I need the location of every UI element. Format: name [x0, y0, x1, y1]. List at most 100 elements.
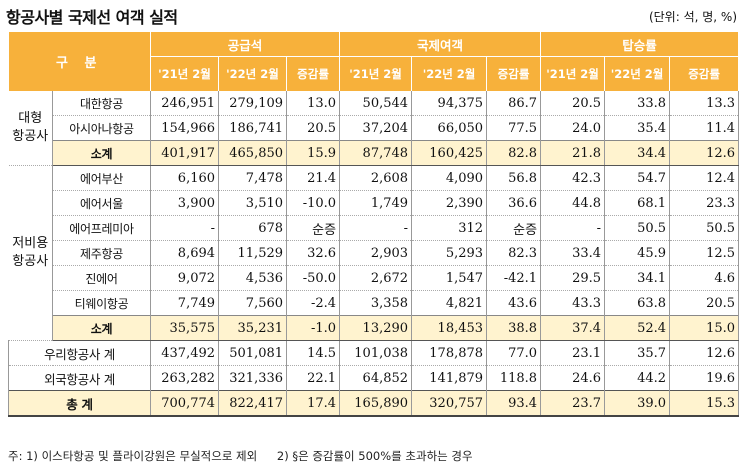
- cell-value: 20.5: [540, 91, 606, 116]
- total-row: 총 계 700,774 822,417 17.4 165,890 320,757 93.4 2…: [7, 390, 740, 417]
- row-label: 대한항공: [51, 91, 152, 116]
- cell-value: 3,358: [339, 290, 413, 316]
- cell-value: 77.0: [486, 340, 542, 366]
- header-gubun: 구 분: [8, 32, 152, 91]
- cell-value: 20.5: [286, 115, 341, 141]
- cell-value: 42.3: [540, 165, 606, 191]
- cell-value: 465,850: [218, 140, 288, 166]
- row-label: 소계: [51, 315, 152, 341]
- row-label: 에어부산: [51, 165, 152, 191]
- cell-value: 154,966: [150, 115, 220, 141]
- header-passengers: 국제여객: [339, 32, 542, 57]
- cell-value: 33.4: [540, 240, 606, 266]
- cell-value: 320,757: [411, 390, 488, 417]
- cell-value: 22.1: [286, 365, 341, 391]
- cell-value: -2.4: [286, 290, 341, 316]
- cell-value: 11.4: [669, 115, 740, 141]
- cell-value: 37.4: [540, 315, 606, 341]
- cell-value: 101,038: [339, 340, 413, 366]
- row-label: 티웨이항공: [51, 290, 152, 316]
- cell-value: 43.6: [486, 290, 542, 316]
- subtotal-row: 소계 401,917 465,850 15.9 87,748 160,425 82.8 21.…: [9, 140, 740, 166]
- cell-value: 2,672: [339, 265, 413, 291]
- cell-value: -50.0: [286, 265, 341, 291]
- cell-value: 54.7: [604, 165, 671, 191]
- header-sub: '21년 2월: [150, 56, 220, 91]
- table-row: 저비용 항공사 에어부산 6,160 7,478 21.4 2,608 4,090 56.8 42…: [8, 165, 740, 341]
- cell-value: 8,694: [150, 240, 220, 266]
- passenger-table: 구 분 공급석 국제여객 탑승률 '21년 2월 '22년 2월 증감률 '21…: [7, 32, 740, 417]
- cell-value: -10.0: [286, 190, 341, 216]
- row-label: 에어프레미아: [51, 215, 152, 241]
- group-label: 대형 항공사: [8, 91, 53, 166]
- group-label: 저비용 항공사: [8, 165, 53, 341]
- cell-value: 5,293: [411, 240, 488, 266]
- header-seats: 공급석: [150, 32, 341, 57]
- cell-value: 86.7: [486, 91, 542, 116]
- cell-value: 678: [218, 215, 288, 241]
- header-sub: '22년 2월: [604, 56, 671, 91]
- header-sub: 증감률: [486, 56, 542, 91]
- cell-value: 15.9: [286, 140, 341, 166]
- cell-value: 39.0: [604, 390, 671, 417]
- cell-value: -: [540, 215, 606, 241]
- cell-value: 37,204: [339, 115, 413, 141]
- cell-value: 21.4: [286, 165, 341, 191]
- cell-value: 순증: [286, 215, 341, 241]
- header-sub: '22년 2월: [218, 56, 288, 91]
- cell-value: -: [339, 215, 413, 241]
- cell-value: 321,336: [218, 365, 288, 391]
- row-label: 제주항공: [51, 240, 152, 266]
- cell-value: 4.6: [669, 265, 740, 291]
- cell-value: 50,544: [339, 91, 413, 116]
- cell-value: 87,748: [339, 140, 413, 166]
- cell-value: 33.8: [604, 91, 671, 116]
- cell-value: 14.5: [286, 340, 341, 366]
- cell-value: 3,900: [150, 190, 220, 216]
- cell-value: 23.7: [540, 390, 606, 417]
- cell-value: 56.8: [486, 165, 542, 191]
- footnote-2: 2) §은 증감률이 500%를 초과하는 경우: [276, 449, 473, 463]
- row-label: 외국항공사 계: [7, 365, 152, 391]
- header-sub: '21년 2월: [339, 56, 413, 91]
- cell-value: 263,282: [150, 365, 220, 391]
- cell-value: 24.0: [540, 115, 606, 141]
- table-row: 제주항공 8,694 11,529 32.6 2,903 5,293 82.3 33.4 45.…: [9, 240, 740, 266]
- header-load-factor: 탑승률: [540, 32, 740, 57]
- cell-value: 23.1: [540, 340, 606, 366]
- cell-value: 64,852: [339, 365, 413, 391]
- cell-value: 9,072: [150, 265, 220, 291]
- subtotal-row: 소계 35,575 35,231 -1.0 13,290 18,453 38.8 37.4 52…: [9, 315, 740, 341]
- cell-value: 63.8: [604, 290, 671, 316]
- cell-value: 66,050: [411, 115, 488, 141]
- cell-value: 178,878: [411, 340, 488, 366]
- cell-value: 700,774: [150, 390, 220, 417]
- cell-value: 279,109: [218, 91, 288, 116]
- row-label: 우리항공사 계: [7, 340, 152, 366]
- cell-value: 7,478: [218, 165, 288, 191]
- cell-value: 44.8: [540, 190, 606, 216]
- footnote: 주: 1) 이스타항공 및 플라이강원은 무실적으로 제외 2) §은 증감률이…: [8, 448, 489, 464]
- cell-value: 4,536: [218, 265, 288, 291]
- cell-value: 822,417: [218, 390, 288, 417]
- cell-value: 35.4: [604, 115, 671, 141]
- cell-value: 93.4: [486, 390, 542, 417]
- cell-value: 68.1: [604, 190, 671, 216]
- table-row: 에어프레미아 -678 순증 -312 순증 -50.5 50.5: [9, 215, 740, 241]
- row-label: 총 계: [7, 390, 152, 417]
- cell-value: 4,090: [411, 165, 488, 191]
- cell-value: 312: [411, 215, 488, 241]
- cell-value: 순증: [486, 215, 542, 241]
- table-row: 우리항공사 계 437,492 501,081 14.5 101,038 178,878 7…: [7, 340, 740, 366]
- cell-value: 24.6: [540, 365, 606, 391]
- cell-value: 7,749: [150, 290, 220, 316]
- table-row: 외국항공사 계 263,282 321,336 22.1 64,852 141,879 11…: [7, 365, 740, 391]
- cell-value: 13.0: [286, 91, 341, 116]
- cell-value: 13.3: [669, 91, 740, 116]
- cell-value: 34.1: [604, 265, 671, 291]
- cell-value: 437,492: [150, 340, 220, 366]
- header-sub: 증감률: [669, 56, 740, 91]
- cell-value: 1,749: [339, 190, 413, 216]
- cell-value: -42.1: [486, 265, 542, 291]
- cell-value: 18,453: [411, 315, 488, 341]
